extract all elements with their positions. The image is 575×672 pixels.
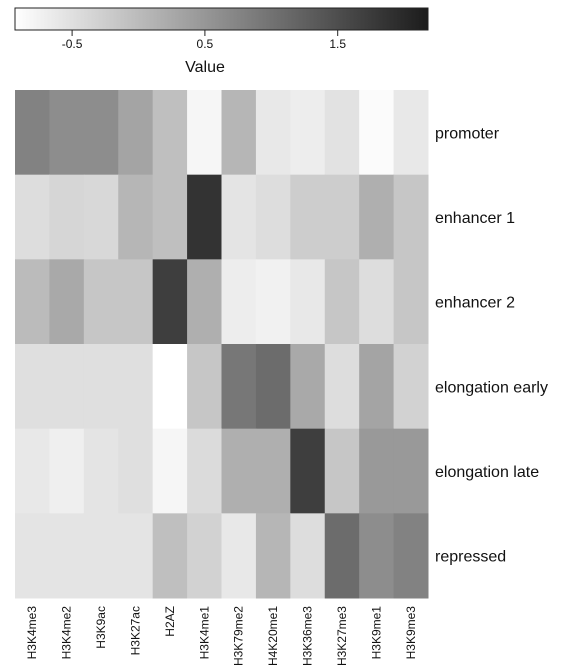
heatmap-cell [221,90,257,176]
colorbar-tick-label: 1.5 [329,37,346,51]
heatmap-cell [324,259,360,345]
heatmap-cell [152,344,188,430]
column-label: H3K79me2 [232,606,246,666]
heatmap-cell [118,90,154,176]
heatmap-cell [152,174,188,260]
heatmap-cell [393,174,429,260]
heatmap-cell [83,428,119,514]
heatmap-cell [49,428,85,514]
heatmap-cell [255,513,291,599]
heatmap-cell [255,174,291,260]
heatmap-cell [393,428,429,514]
heatmap-cell [393,513,429,599]
heatmap-cell [49,174,85,260]
column-label: H3K4me2 [60,606,74,660]
heatmap-cell [83,344,119,430]
heatmap-cell [49,90,85,176]
row-label: repressed [435,549,506,566]
heatmap-cell [290,513,326,599]
column-label: H3K9me1 [369,606,383,660]
heatmap-cell [49,259,85,345]
heatmap-cell [15,174,50,260]
heatmap-cell [118,174,154,260]
heatmap-cell [393,90,429,176]
heatmap-cell [359,90,395,176]
heatmap-cell [15,259,50,345]
heatmap-cell [83,513,119,599]
heatmap-cell [187,259,222,345]
heatmap-cell [187,174,222,260]
heatmap-cell [152,90,188,176]
colorbar-tick-label: -0.5 [62,37,83,51]
heatmap-cell [290,344,326,430]
heatmap-cell [359,428,395,514]
heatmap-cell [15,90,50,176]
heatmap-cell [290,90,326,176]
heatmap-cell [187,513,222,599]
heatmap-cell [15,513,50,599]
heatmap-cell [15,344,50,430]
heatmap-cell [83,90,119,176]
heatmap-cell [187,344,222,430]
heatmap-cell [255,344,291,430]
heatmap-cell [290,259,326,345]
heatmap-cell [221,513,257,599]
heatmap-cell [255,90,291,176]
heatmap-cell [290,428,326,514]
column-label: H3K9ac [94,606,108,649]
heatmap-cell [324,513,360,599]
column-label: H3K27me3 [335,606,349,666]
row-label: elongation late [435,464,539,481]
row-label: promoter [435,125,500,142]
column-label: H3K4me3 [25,606,39,660]
heatmap-cell [152,428,188,514]
heatmap-cell [324,90,360,176]
row-label: elongation early [435,379,548,396]
column-label: H3K27ac [128,606,142,655]
heatmap-cell [393,344,429,430]
column-label: H4K20me1 [266,606,280,666]
heatmap-cell [221,174,257,260]
column-label: H3K9me3 [404,606,418,660]
heatmap-cell [393,259,429,345]
heatmap-cell [49,344,85,430]
heatmap-cell [221,428,257,514]
heatmap-cell [359,259,395,345]
heatmap-cell [187,428,222,514]
heatmap-cell [324,428,360,514]
heatmap-cell [49,513,85,599]
column-label: H3K36me3 [301,606,315,666]
colorbar-tick-label: 0.5 [197,37,214,51]
heatmap-cell [221,259,257,345]
heatmap-cell [324,344,360,430]
heatmap-cell [255,428,291,514]
colorbar-title: Value [185,59,225,76]
heatmap-cell [255,259,291,345]
heatmap-cell [118,259,154,345]
heatmap-cell [359,513,395,599]
heatmap-cell [221,344,257,430]
heatmap-cell [118,344,154,430]
colorbar [14,7,429,31]
row-label: enhancer 1 [435,210,515,227]
heatmap-cell [152,513,188,599]
heatmap-cell [83,259,119,345]
heatmap-cell [359,174,395,260]
heatmap-cell [187,90,222,176]
heatmap-cell [83,174,119,260]
heatmap-cell [324,174,360,260]
column-label: H3K4me1 [197,606,211,660]
heatmap-cell [290,174,326,260]
row-label: enhancer 2 [435,295,515,312]
heatmap-cell [359,344,395,430]
column-label: H2AZ [163,606,177,637]
heatmap-cell [118,513,154,599]
heatmap-cell [15,428,50,514]
heatmap-cell [152,259,188,345]
heatmap-cell [118,428,154,514]
